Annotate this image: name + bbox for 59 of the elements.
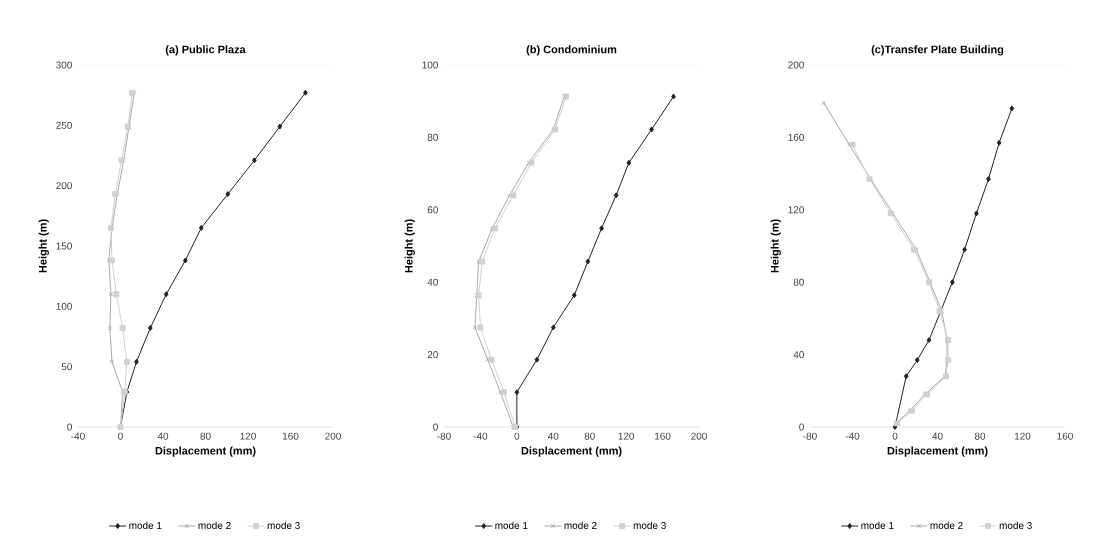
x-tick-label: 40 (157, 432, 169, 440)
x-tick-label: -80 (803, 432, 817, 440)
y-tick-label: 250 (56, 121, 72, 129)
legend-label: mode 1 (129, 521, 162, 529)
legend-label: mode 1 (861, 521, 894, 529)
y-tick-label: 40 (427, 278, 438, 286)
chart-title: (a) Public Plaza (165, 45, 246, 56)
y-tick-label: 0 (799, 423, 804, 431)
x-tick-label: 80 (584, 432, 595, 440)
x-tick-label: 0 (892, 432, 898, 440)
y-tick-label: 120 (788, 206, 804, 214)
y-axis-title: Height (m) (404, 219, 415, 273)
legend-label: mode 2 (930, 521, 963, 529)
x-tick-label: 0 (514, 432, 520, 440)
x-tick-label: 160 (655, 432, 671, 440)
x-tick-label: -80 (437, 432, 451, 440)
x-tick-label: 200 (691, 432, 707, 440)
y-tick-label: 20 (427, 351, 438, 359)
y-tick-label: 0 (67, 423, 72, 431)
y-tick-label: 150 (56, 242, 72, 250)
x-tick-label: 160 (282, 432, 299, 440)
y-axis-title: Height (m) (38, 219, 49, 273)
y-tick-label: 300 (56, 61, 72, 69)
x-tick-label: 40 (547, 432, 559, 440)
y-tick-label: 100 (422, 61, 438, 69)
legend-label: mode 3 (267, 521, 300, 529)
x-tick-label: 120 (240, 432, 256, 440)
x-tick-label: 80 (200, 432, 211, 440)
legend-label: mode 2 (198, 521, 231, 529)
x-tick-label: 0 (118, 432, 123, 440)
y-tick-label: 80 (427, 133, 438, 141)
y-tick-label: 200 (788, 61, 804, 69)
legend-label: mode 2 (564, 521, 597, 529)
x-axis-title: Displacement (mm) (155, 446, 256, 457)
x-tick-label: 200 (325, 432, 341, 440)
x-tick-label: 80 (974, 432, 986, 440)
y-tick-label: 40 (793, 351, 804, 359)
x-tick-label: -40 (71, 432, 85, 440)
x-tick-label: 40 (932, 432, 943, 440)
chart-title: (c)Transfer Plate Building (871, 45, 1004, 56)
x-axis-title: Displacement (mm) (521, 446, 622, 457)
y-tick-label: 60 (427, 206, 438, 214)
y-tick-label: 200 (56, 182, 72, 190)
x-tick-label: -40 (473, 432, 488, 440)
y-tick-label: 160 (788, 133, 804, 141)
legend-label: mode 1 (495, 521, 528, 529)
x-tick-label: 120 (618, 432, 635, 440)
y-axis-title: Height (m) (770, 219, 781, 273)
y-tick-label: 100 (56, 302, 72, 310)
y-tick-label: 0 (433, 423, 438, 431)
x-axis-title: Displacement (mm) (887, 446, 988, 457)
x-tick-label: 160 (1057, 432, 1073, 440)
x-tick-label: 120 (1014, 432, 1031, 440)
y-tick-label: 50 (61, 363, 72, 371)
x-tick-label: -40 (845, 432, 860, 440)
legend-label: mode 3 (999, 521, 1032, 529)
y-tick-label: 80 (793, 278, 804, 286)
chart-title: (b) Condominium (526, 45, 617, 56)
legend-label: mode 3 (633, 521, 666, 529)
